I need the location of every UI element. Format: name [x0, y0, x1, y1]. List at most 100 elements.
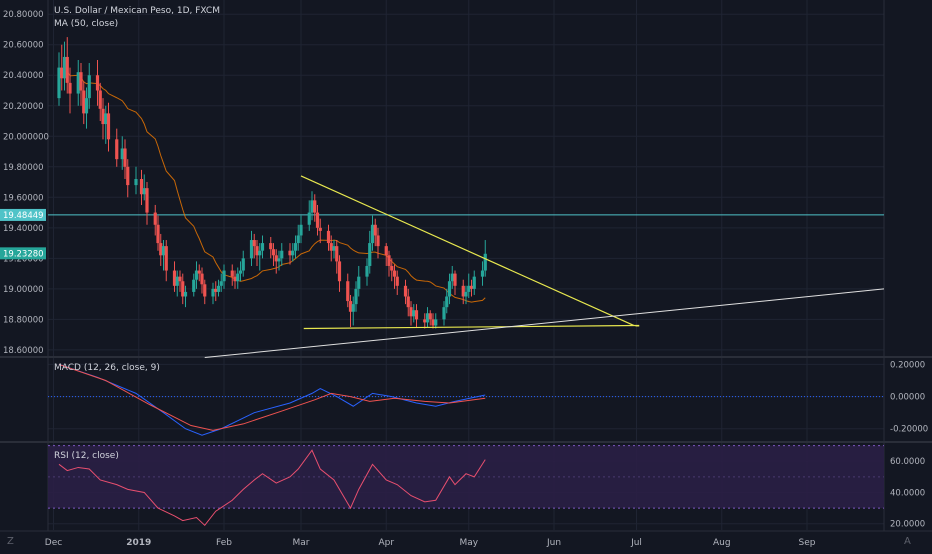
candle-body [472, 276, 476, 289]
candle-body [260, 243, 265, 251]
candle-body [139, 179, 144, 195]
candle-body [269, 243, 273, 250]
candle-body [57, 67, 61, 99]
candle-body [403, 285, 408, 297]
candle-body [60, 67, 64, 79]
candle-body [326, 230, 331, 244]
candle-body [307, 212, 311, 225]
candle-body [392, 270, 397, 277]
ascending-trendline [204, 288, 885, 359]
candle-body [357, 276, 361, 289]
candle-body [425, 313, 430, 323]
candle-body [293, 243, 298, 251]
candle-body [178, 276, 182, 282]
candle-body [483, 253, 487, 271]
candle-body [79, 72, 83, 91]
price-axis-tick-label: 19.00000 [3, 285, 44, 295]
candle-body [192, 279, 196, 292]
candle-body [384, 246, 388, 256]
candle-body [172, 270, 177, 286]
time-axis-tick-label: Mar [293, 538, 310, 548]
time-axis-tick-label: May [459, 538, 478, 548]
candle-body [249, 240, 254, 259]
candle-body [62, 56, 67, 79]
candle-body [87, 75, 91, 99]
candle-body [82, 90, 86, 114]
candle-body [365, 265, 369, 277]
candle-body [348, 301, 353, 312]
macd-line [58, 363, 486, 436]
candle-body [373, 224, 377, 236]
candle-body [310, 200, 314, 213]
time-axis-tick-label: Dec [45, 538, 62, 548]
candle-body [183, 291, 188, 297]
candle-body [123, 148, 127, 167]
candle-body [291, 250, 295, 256]
candle-body [480, 270, 485, 277]
candle-body [84, 98, 89, 114]
price-axis-tick-label: 18.80000 [3, 315, 44, 325]
price-axis-tick-label: 20.40000 [3, 71, 44, 81]
candle-body [104, 113, 108, 125]
candle-body [370, 224, 375, 244]
candle-body [115, 139, 119, 160]
candle-body [219, 281, 223, 286]
candle-body [258, 250, 262, 256]
candle-body [280, 250, 284, 259]
candle-body [161, 246, 166, 256]
candle-body [181, 281, 185, 297]
price-axis-tick-label: 20.20000 [3, 102, 44, 112]
candle-body [101, 108, 105, 125]
candle-body [271, 249, 276, 256]
candle-body [255, 246, 259, 256]
candle-body [230, 270, 234, 277]
candle-body [412, 310, 416, 317]
candle-body [156, 224, 160, 244]
candle-body [106, 113, 111, 140]
candle-body [142, 188, 146, 195]
candle-body [332, 246, 336, 251]
candle-body [414, 310, 419, 320]
macd-axis-tick-label: 0.20000 [890, 360, 925, 370]
candle-body [233, 276, 237, 282]
candle-body [329, 243, 333, 251]
macd-legend[interactable]: MACD (12, 26, close, 9) [54, 363, 160, 373]
time-axis-tick-label: Jun [546, 538, 561, 548]
candle-body [175, 276, 179, 286]
candle-body [153, 212, 157, 225]
candle-body [313, 200, 317, 213]
candle-body [222, 270, 226, 282]
footer-right-glyph[interactable]: A [904, 536, 911, 547]
candle-body [164, 246, 168, 271]
candle-body [203, 284, 207, 297]
symbol-title[interactable]: U.S. Dollar / Mexican Peso, 1D, FXCM [54, 6, 220, 16]
candle-body [354, 288, 358, 305]
rsi-axis-tick-label: 20.0000 [890, 520, 925, 530]
candle-body [447, 281, 452, 297]
macd-axis-tick-label: -0.20000 [890, 425, 928, 435]
candle-body [216, 285, 221, 292]
candle-body [68, 82, 72, 94]
candle-body [194, 270, 199, 280]
price-badge [0, 247, 46, 260]
price-axis-tick-label: 19.20000 [3, 254, 44, 264]
candle-body [409, 307, 413, 317]
price-badge [0, 208, 46, 221]
price-axis-tick-label: 19.40000 [3, 224, 44, 234]
candle-body [461, 285, 465, 297]
rsi-legend[interactable]: RSI (12, close) [54, 451, 119, 461]
candle-body [467, 285, 471, 292]
candle-body [431, 319, 435, 326]
candle-body [390, 265, 394, 271]
candle-body [337, 261, 342, 282]
candle-body [252, 240, 256, 247]
ma-legend[interactable]: MA (50, close) [54, 19, 119, 29]
time-axis-tick-label: Sep [799, 538, 816, 548]
price-axis-tick-label: 20.80000 [3, 10, 44, 20]
price-badge-label: 19.48449 [3, 211, 44, 221]
rsi-axis-tick-label: 60.0000 [890, 457, 925, 467]
footer-left-glyph[interactable]: Z [7, 536, 14, 547]
candle-body [197, 270, 201, 274]
